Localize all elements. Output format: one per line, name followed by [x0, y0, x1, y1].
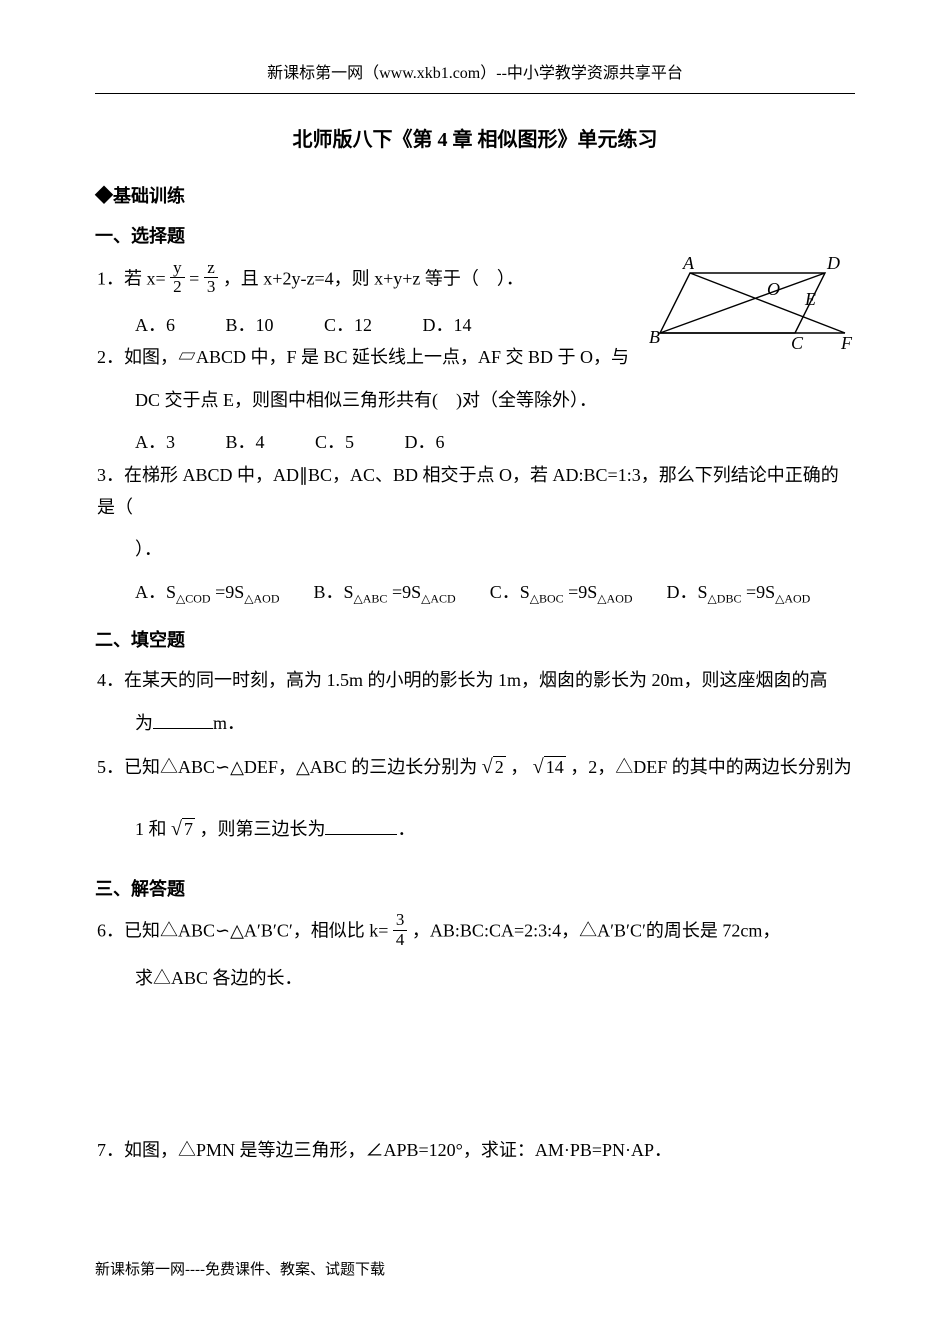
question-5-l1: 5．已知△ABC∽△DEF，△ABC 的三边长分别为 √2 ， √14 ，2，△… — [97, 749, 855, 785]
q1-text-b: ，且 x+2y-z=4，则 x+y+z 等于（ ）． — [223, 268, 524, 288]
question-3-l2: ）． — [135, 533, 855, 565]
q1-optA: A．6 — [135, 309, 175, 341]
q3-optC: C．S△BOC =9S△AOD — [490, 576, 633, 610]
q1-frac1: y2 — [170, 259, 185, 297]
q1-optC: C．12 — [324, 309, 372, 341]
section-3: 三、解答题 — [95, 873, 855, 905]
question-1: 1．若 x= y2 = z3 ，且 x+2y-z=4，则 x+y+z 等于（ ）… — [97, 261, 855, 299]
section-basic: ◆基础训练 — [95, 180, 855, 212]
divider — [95, 93, 855, 94]
header-note: 新课标第一网（www.xkb1.com）--中小学教学资源共享平台 — [95, 60, 855, 89]
q2-optA: A．3 — [135, 426, 175, 458]
q1-frac2: z3 — [204, 259, 219, 297]
page-title: 北师版八下《第 4 章 相似图形》单元练习 — [95, 122, 855, 158]
q1-optB: B．10 — [226, 309, 274, 341]
q2-optD: D．6 — [405, 426, 445, 458]
q2-optB: B．4 — [226, 426, 265, 458]
section-1: 一、选择题 — [95, 220, 855, 252]
question-2-l1: 2．如图，▱ABCD 中，F 是 BC 延长线上一点，AF 交 BD 于 O，与 — [97, 341, 855, 373]
question-6-l1: 6．已知△ABC∽△A′B′C′，相似比 k= 34 ，AB:BC:CA=2:3… — [97, 913, 855, 951]
q2-optC: C．5 — [315, 426, 354, 458]
question-6-l2: 求△ABC 各边的长． — [135, 962, 855, 994]
q1-optD: D．14 — [423, 309, 472, 341]
q1-eq: = — [189, 268, 199, 288]
q2-options: A．3 B．4 C．5 D．6 — [135, 426, 855, 458]
q6-frac: 34 — [393, 911, 408, 949]
question-7: 7．如图，△PMN 是等边三角形，∠APB=120°，求证：AM·PB=PN·A… — [97, 1134, 855, 1166]
q5-blank — [325, 817, 397, 835]
question-2-l2: DC 交于点 E，则图中相似三角形共有( )对（全等除外）． — [135, 384, 855, 416]
q4-blank — [153, 711, 213, 729]
question-3-l1: 3．在梯形 ABCD 中，AD∥BC，AC、BD 相交于点 O，若 AD:BC=… — [97, 459, 855, 524]
question-4-l1: 4．在某天的同一时刻，高为 1.5m 的小明的影长为 1m，烟囱的影长为 20m… — [97, 664, 855, 696]
question-4-l2: 为m． — [135, 707, 855, 739]
section-2: 二、填空题 — [95, 624, 855, 656]
footer-note: 新课标第一网----免费课件、教案、试题下载 — [95, 1257, 855, 1284]
question-5-l2: 1 和 √7 ，则第三边长为． — [135, 811, 855, 847]
q3-optA: A．S△COD =9S△AOD — [135, 576, 280, 610]
q3-optD: D．S△DBC =9S△AOD — [667, 576, 811, 610]
q1-text-a: 1．若 x= — [97, 268, 166, 288]
q3-options: A．S△COD =9S△AOD B．S△ABC =9S△ACD C．S△BOC … — [135, 576, 855, 610]
q3-optB: B．S△ABC =9S△ACD — [314, 576, 456, 610]
